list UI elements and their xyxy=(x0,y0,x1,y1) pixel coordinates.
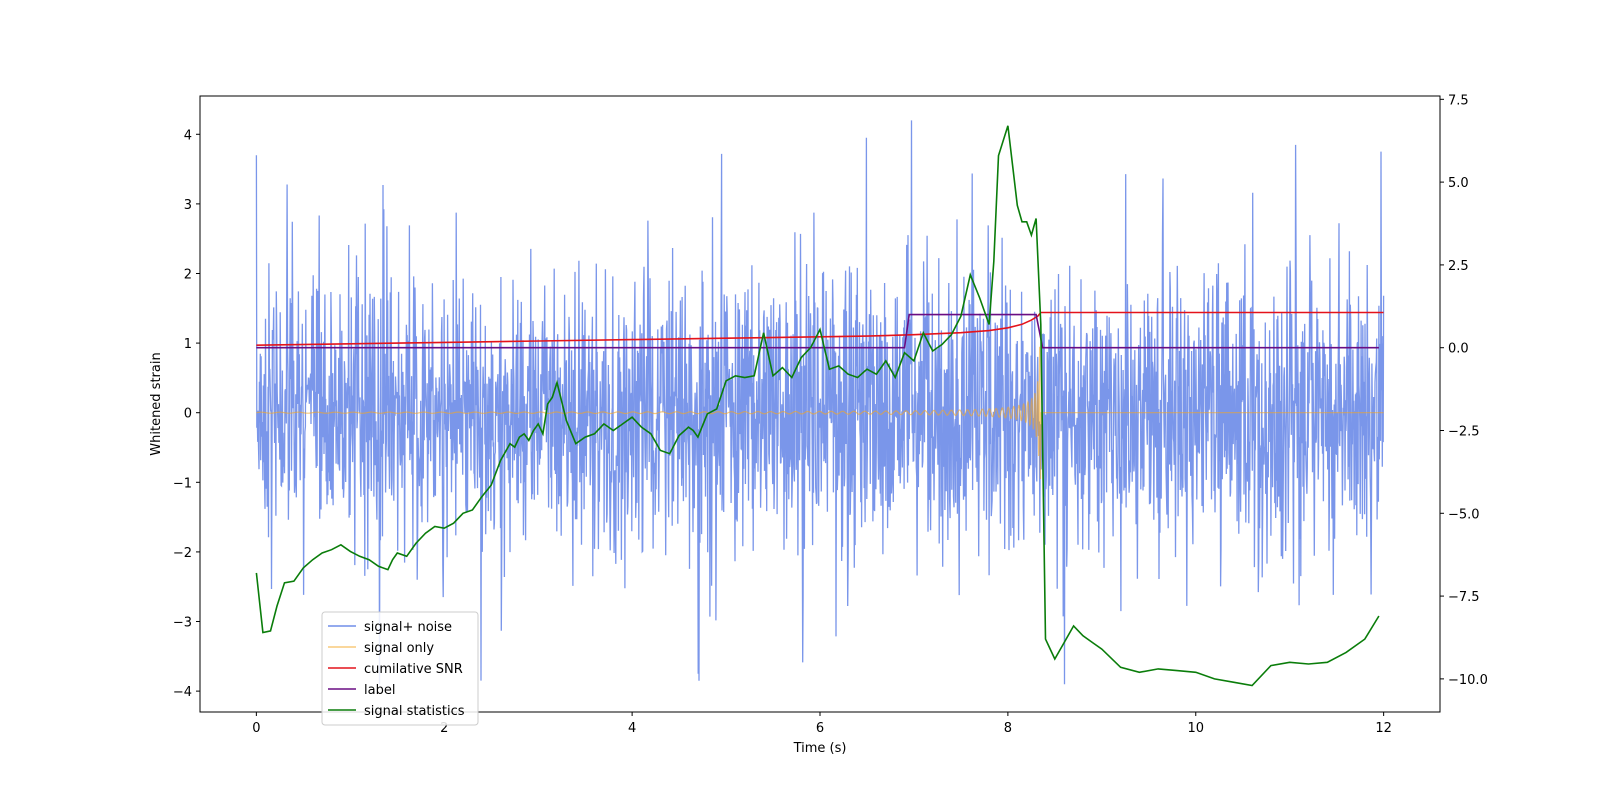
y-tick-label: −3 xyxy=(173,616,192,631)
x-axis-label: Time (s) xyxy=(793,741,847,756)
x-tick-label: 4 xyxy=(628,721,636,736)
y2-tick-label: −10.0 xyxy=(1448,673,1488,688)
series-signal-statistics xyxy=(255,125,1380,687)
series-signal-noise xyxy=(255,120,1385,685)
legend-label: cumilative SNR xyxy=(364,662,463,677)
x-tick-label: 10 xyxy=(1187,721,1204,736)
legend-label: signal only xyxy=(364,641,434,656)
legend-label: label xyxy=(364,683,395,698)
x-tick-label: 8 xyxy=(1004,721,1012,736)
x-tick-label: 0 xyxy=(252,721,260,736)
y-axis-label: Whitened strain xyxy=(149,352,164,455)
legend: signal+ noise signal only cumilative SNR la… xyxy=(321,611,479,726)
y-tick-label: 4 xyxy=(184,128,192,143)
y-tick-label: 0 xyxy=(184,407,192,422)
y2-tick-label: 7.5 xyxy=(1448,93,1469,108)
y2-tick-label: −7.5 xyxy=(1448,590,1480,605)
legend-label: signal statistics xyxy=(364,704,465,719)
y2-tick-label: −5.0 xyxy=(1448,507,1480,522)
y2-tick-label: −2.5 xyxy=(1448,424,1480,439)
series-layer xyxy=(255,120,1385,687)
legend-label: signal+ noise xyxy=(364,620,452,635)
series-signal-only xyxy=(256,346,1384,480)
y2-tick-label: 2.5 xyxy=(1448,259,1469,274)
series-label xyxy=(256,313,1379,349)
legend-box xyxy=(321,611,479,726)
y2-tick-label: 0.0 xyxy=(1448,342,1469,357)
y-tick-label: −4 xyxy=(173,685,192,700)
y-tick-label: 3 xyxy=(184,198,192,213)
y2-tick-label: 5.0 xyxy=(1448,176,1469,191)
x-tick-label: 12 xyxy=(1375,721,1392,736)
axis-layer: 0 2 4 6 8 10 12−4−3−2−101234−10.0−7.5−5.0−2.50… xyxy=(173,93,1488,736)
series-cumulative-snr xyxy=(256,311,1384,346)
y-tick-label: 2 xyxy=(184,267,192,282)
x-tick-label: 2 xyxy=(440,721,448,736)
y-tick-label: 1 xyxy=(184,337,192,352)
y-tick-label: −1 xyxy=(173,476,192,491)
y-tick-label: −2 xyxy=(173,546,192,561)
x-tick-label: 6 xyxy=(816,721,824,736)
